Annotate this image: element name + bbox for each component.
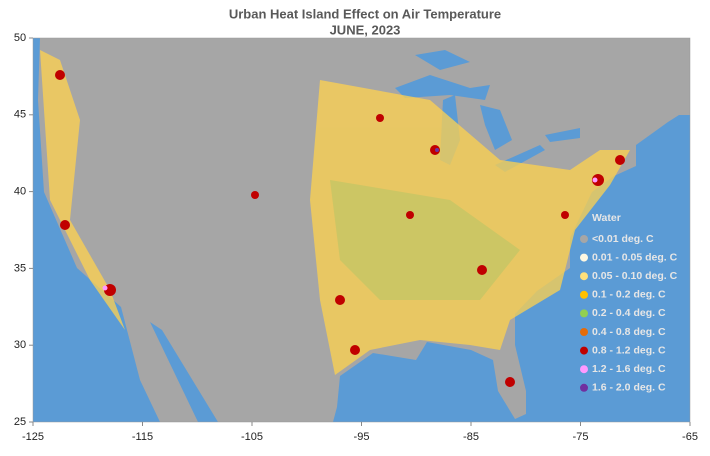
legend-label: 1.6 - 2.0 deg. C <box>592 382 666 394</box>
y-tick-label: 45 <box>14 109 26 121</box>
legend-marker <box>580 383 588 392</box>
legend-label: 0.1 - 0.2 deg. C <box>592 289 666 301</box>
city-spot <box>615 155 625 165</box>
west-coast-heat <box>40 50 125 330</box>
lake-superior <box>395 75 490 100</box>
y-tick-label: 50 <box>14 32 26 44</box>
city-spot <box>406 211 414 219</box>
city-spot <box>60 220 70 230</box>
city-spot <box>335 295 345 305</box>
lake-ontario <box>545 128 580 142</box>
y-tick-label: 40 <box>14 186 26 198</box>
city-spot <box>350 345 360 355</box>
y-tick-label: 25 <box>14 416 26 428</box>
legend-label: 0.4 - 0.8 deg. C <box>592 326 666 338</box>
city-spot <box>477 265 487 275</box>
x-tick-label: -85 <box>463 431 479 443</box>
title: Urban Heat Island Effect on Air Temperat… <box>229 6 501 21</box>
y-tick-label: 35 <box>14 262 26 274</box>
northern-lakes <box>415 50 470 70</box>
legend-marker <box>580 328 588 336</box>
legend-label: 1.2 - 1.6 deg. C <box>592 363 666 375</box>
city-spot <box>561 211 569 219</box>
city-spot <box>55 70 65 80</box>
city-spot <box>592 174 604 186</box>
city-core <box>435 148 439 152</box>
legend-marker <box>580 272 588 281</box>
subtitle: JUNE, 2023 <box>330 22 401 37</box>
lake-huron <box>480 105 512 150</box>
east-heat-area <box>310 80 630 375</box>
city-spot <box>251 191 259 199</box>
x-tick-label: -125 <box>22 431 44 443</box>
legend-label: 0.05 - 0.10 deg. C <box>592 270 678 282</box>
x-tick-label: -95 <box>354 431 370 443</box>
gulf-of-california <box>150 322 218 422</box>
city-core <box>592 177 598 183</box>
x-tick-label: -105 <box>241 431 263 443</box>
heat-pattern <box>40 50 630 375</box>
legend-label: 0.01 - 0.05 deg. C <box>592 251 678 263</box>
legend-marker <box>580 253 588 262</box>
x-tick-label: -115 <box>132 431 153 443</box>
city-spots <box>55 70 625 387</box>
legend-marker <box>580 365 588 374</box>
legend-label: Water <box>592 212 621 224</box>
y-tick-label: 30 <box>14 339 26 351</box>
city-spot <box>505 377 515 387</box>
x-tick-label: -75 <box>573 431 589 443</box>
legend-label: <0.01 deg. C <box>592 233 654 245</box>
x-tick-label: -65 <box>682 431 698 443</box>
legend-marker <box>580 235 588 243</box>
legend-label: 0.8 - 1.2 deg. C <box>592 344 666 356</box>
legend-marker <box>580 290 588 299</box>
legend-label: 0.2 - 0.4 deg. C <box>592 307 666 319</box>
city-spot <box>376 114 384 122</box>
legend-marker <box>580 309 588 318</box>
city-core <box>102 285 108 291</box>
legend-marker <box>580 346 588 355</box>
green-area <box>330 180 520 300</box>
